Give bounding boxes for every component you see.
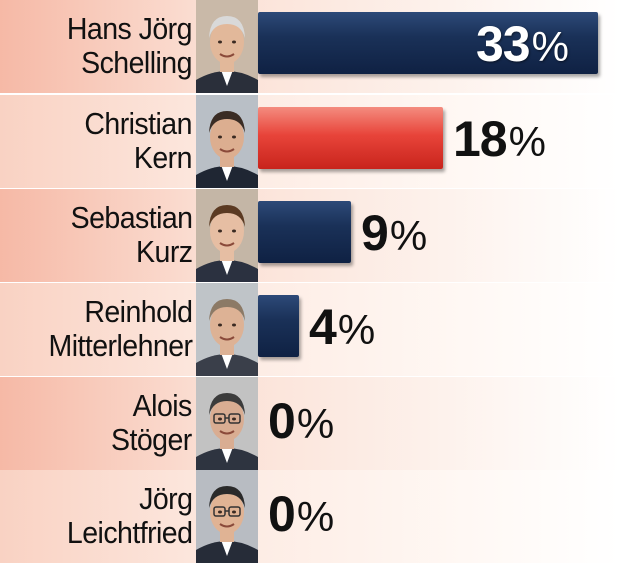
category-label-line: Hans Jörg: [66, 11, 193, 46]
portrait-icon: [196, 283, 258, 376]
data-label: 0%: [268, 486, 334, 542]
category-label: Reinhold Mitterlehner: [48, 294, 193, 363]
data-label-unit: %: [508, 118, 546, 165]
category-label-line: Schelling: [81, 45, 192, 80]
data-label: 9%: [361, 205, 427, 261]
data-label-unit: %: [389, 212, 427, 259]
data-label-unit: %: [296, 493, 334, 540]
data-label: 18%: [453, 111, 546, 167]
category-label-line: Alois: [132, 388, 193, 423]
chart-row: [0, 470, 620, 563]
portrait-icon: [196, 0, 258, 93]
category-label-line: Stöger: [111, 422, 192, 457]
data-label-value: 9: [361, 205, 389, 261]
category-label-line: Jörg: [138, 481, 193, 516]
bar: [258, 201, 351, 263]
data-label-unit: %: [337, 306, 375, 353]
data-label-value: 0: [268, 393, 296, 449]
bar: [258, 295, 299, 357]
category-label: Hans Jörg Schelling: [66, 11, 193, 80]
chart-row: [0, 377, 620, 470]
category-label-line: Kurz: [135, 234, 193, 269]
category-label: Sebastian Kurz: [70, 201, 192, 269]
category-label-line: Christian: [84, 106, 192, 141]
bar: [258, 107, 443, 169]
category-label: Jörg Leichtfried: [66, 482, 192, 550]
portrait-icon: [196, 470, 258, 563]
data-label-value: 18: [453, 111, 508, 167]
data-label-unit: %: [296, 400, 334, 447]
category-label-line: Reinhold: [83, 294, 193, 329]
data-label: 0%: [268, 393, 334, 449]
data-label-value: 0: [268, 486, 296, 542]
data-label-value: 33: [476, 16, 531, 72]
portrait-icon: [196, 189, 258, 282]
category-label-line: Kern: [133, 140, 193, 175]
chart-row: [0, 283, 620, 376]
category-label-line: Leichtfried: [66, 515, 192, 550]
data-label-unit: %: [531, 23, 569, 70]
data-label-value: 4: [309, 299, 337, 355]
portrait-icon: [196, 95, 258, 188]
data-label: 33%: [476, 16, 569, 72]
data-label: 4%: [309, 299, 375, 355]
category-label-line: Mitterlehner: [48, 328, 193, 363]
category-label-line: Sebastian: [70, 200, 192, 235]
category-label: Alois Stöger: [111, 389, 192, 457]
category-label: Christian Kern: [84, 107, 192, 175]
portrait-icon: [196, 377, 258, 470]
bar: [258, 12, 598, 74]
